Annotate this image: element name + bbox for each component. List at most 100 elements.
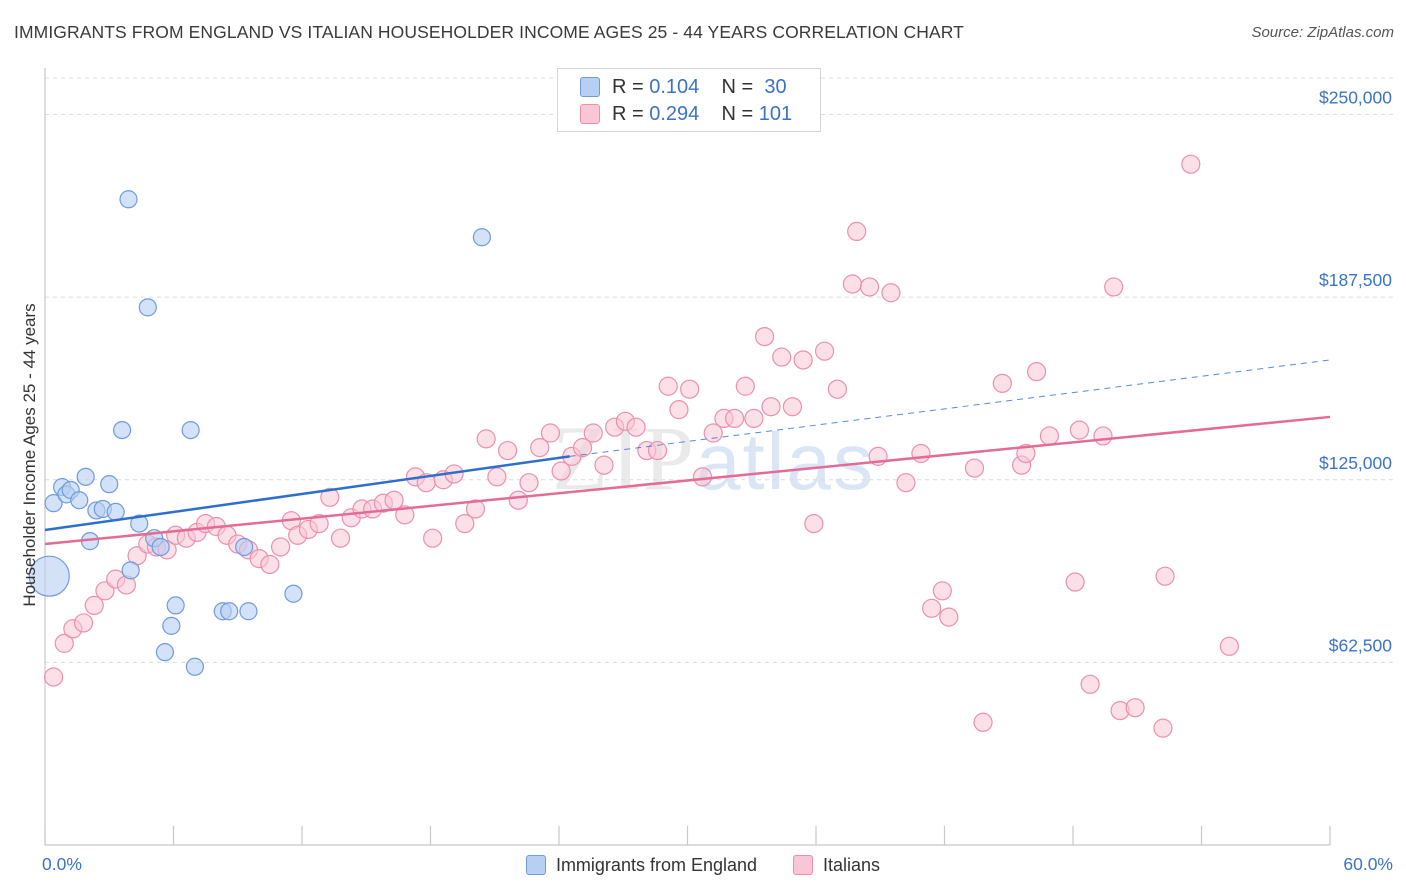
y-tick-label: $62,500 [1329,635,1393,655]
italians-point [1039,426,1060,446]
italians-point [1026,362,1047,382]
italians-point [476,429,496,449]
italians-point [881,283,901,303]
italians-point [658,376,678,396]
italians-point [498,440,518,461]
italians-point [847,221,867,241]
italians-point [1125,698,1145,718]
legend-swatch-england [580,77,600,97]
italians-point [519,473,539,493]
italians-point [669,400,689,420]
italians-point [735,376,755,396]
italians-point [1181,154,1201,174]
england-trend-extension [569,359,1331,457]
italians-point [692,467,713,487]
italians-trend-line [44,415,1331,546]
italians-point [395,505,415,525]
italians-point [626,417,646,437]
y-tick-label: $187,500 [1319,270,1392,290]
england-point [121,561,140,580]
england-point [70,491,89,510]
england-point [76,467,95,486]
italians-point [540,423,561,443]
italians-point [572,438,593,458]
italians-point [551,461,571,481]
chart-title: IMMIGRANTS FROM ENGLAND VS ITALIAN HOUSE… [14,22,964,42]
england-point [130,514,149,533]
italians-point [992,373,1012,393]
england-point [138,298,157,317]
series-swatch-italians [793,855,814,875]
source-label: Source: ZipAtlas.com [1251,24,1394,41]
italians-point [487,467,507,487]
series-legend: Immigrants from England Italians [0,851,1406,879]
x-tick-label-max: 60.0% [1343,854,1393,874]
x-tick-label-min: 0.0% [42,854,82,874]
italians-point [939,607,959,627]
axis-labels: $62,500 $125,000 $187,500 $250,000 0.0% 60.0%… [20,88,1393,874]
italians-point [455,513,475,534]
legend-r-value: 0.104 [649,75,700,98]
italians-point [54,633,74,653]
italians-point [772,347,792,367]
england-point [284,584,303,603]
italians-point [260,554,280,575]
england-point [44,494,63,513]
italians-point [896,473,916,493]
england-point [112,420,132,440]
england-point [472,228,491,247]
italians-point [330,528,351,548]
italians-point [911,443,931,464]
italians-point [530,438,550,458]
italians-point [932,581,952,601]
italians-point [73,613,94,633]
italians-point [964,458,985,478]
series-label-italians: Italians [823,854,881,875]
italians-point [793,350,813,370]
italians-point [1155,566,1175,586]
italians-point [583,423,603,443]
italians-point [1104,277,1124,297]
italians-point [1153,718,1173,738]
italians-point [270,537,291,557]
italians-point [703,423,723,443]
england-point [100,475,119,494]
england-point [155,643,175,662]
italians-points [43,154,1239,738]
italians-point [814,341,835,361]
england-point [119,190,138,209]
legend-r-label: R = [612,102,644,125]
italians-point [725,408,745,429]
england-point [106,502,125,522]
legend-swatch-italians [580,104,600,124]
series-legend-england[interactable]: Immigrants from England [525,854,758,876]
legend-n-label: N = [721,75,754,98]
legend-n-label: N = [721,102,754,125]
italians-point [508,490,528,510]
italians-point [320,487,340,507]
italians-point [680,379,700,399]
series-legend-italians[interactable]: Italians [793,855,880,876]
series-label-england: Immigrants from England [555,854,758,875]
england-point [162,616,181,635]
italians-point [922,598,942,618]
italians-point [84,595,104,616]
italians-point [647,440,668,461]
italians-point [973,712,993,732]
italians-point [594,455,614,475]
italians-point [804,513,824,534]
england-point [239,602,258,621]
england-point [181,420,200,440]
italians-point [1080,674,1100,694]
legend-n-value: 30 [764,75,787,98]
italians-point [465,499,486,519]
legend-n-value: 101 [758,102,793,125]
legend-row-england: R = 0.104 N = 30 [580,74,787,100]
italians-point [309,513,329,534]
italians-point [842,274,863,294]
legend-r-value: 0.294 [649,102,700,125]
italians-point [744,408,764,429]
italians-point [761,397,781,417]
watermark-atlas: atlas [696,417,875,506]
italians-point [1069,420,1090,440]
